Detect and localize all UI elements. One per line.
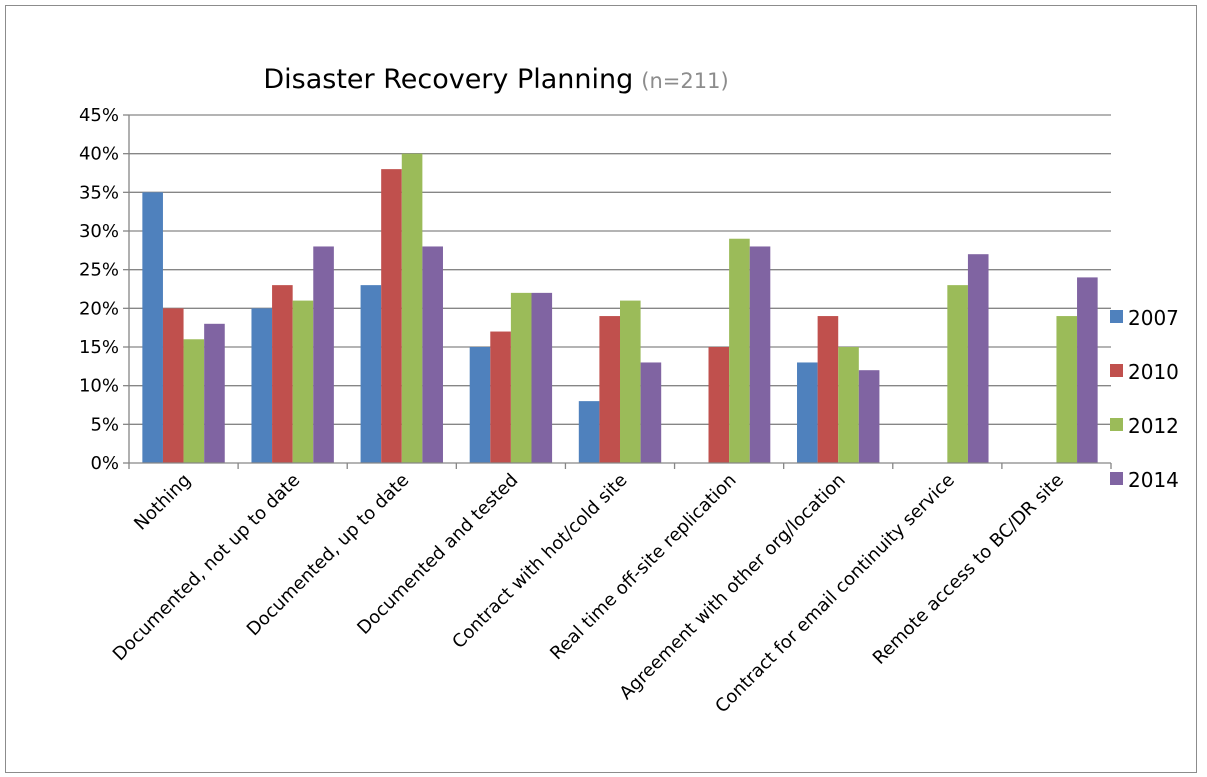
- legend-label-2007: 2007: [1128, 306, 1179, 330]
- bar-2007-1: [142, 192, 163, 464]
- bar-2014-8: [967, 254, 989, 463]
- chart-title-text: Disaster Recovery Planning: [263, 64, 633, 95]
- y-tick-label: 20%: [79, 298, 119, 319]
- chart-subtitle: (n=211): [641, 69, 728, 93]
- bar-2014-9: [1077, 277, 1098, 463]
- y-tick-label: 40%: [79, 144, 119, 165]
- x-category-label: Contract for email continuity service: [711, 470, 959, 718]
- x-category-label: Real time off-site replication: [546, 470, 740, 664]
- bar-2010-3: [381, 169, 402, 463]
- y-tick-label: 10%: [79, 376, 119, 397]
- legend-label-2010: 2010: [1128, 360, 1179, 384]
- legend-swatch-2010: [1110, 364, 1123, 377]
- bar-2007-4: [469, 347, 491, 463]
- bar-2010-1: [162, 308, 184, 463]
- bar-2007-3: [360, 285, 382, 463]
- legend-label-2012: 2012: [1128, 414, 1179, 438]
- bar-2012-3: [401, 153, 423, 463]
- x-category-label: Contract with hot/cold site: [448, 470, 631, 653]
- bar-2014-7: [858, 370, 880, 463]
- chart-area: Disaster Recovery Planning (n=211) 0% 5% 10…: [5, 5, 1197, 773]
- bar-2012-9: [1056, 316, 1078, 463]
- bar-2014-5: [640, 362, 662, 463]
- bar-2010-7: [817, 316, 839, 463]
- x-category-label: Nothing: [130, 470, 195, 535]
- y-tick-label: 30%: [79, 221, 119, 242]
- legend: 2007 2010 2012 2014: [1110, 306, 1179, 492]
- bar-2010-4: [490, 331, 511, 463]
- bar-2012-4: [510, 292, 532, 463]
- bar-2012-2: [292, 300, 314, 463]
- chart-title: Disaster Recovery Planning (n=211): [263, 64, 728, 95]
- bar-2007-7: [797, 362, 818, 463]
- bar-2012-7: [838, 347, 859, 463]
- bar-2014-4: [531, 292, 553, 463]
- bar-2014-1: [204, 323, 225, 463]
- bar-2010-5: [599, 316, 620, 463]
- x-category-label: Agreement with other org/location: [616, 470, 850, 704]
- axes: [128, 115, 1112, 469]
- legend-swatch-2014: [1110, 472, 1123, 485]
- bar-2007-2: [251, 308, 273, 463]
- y-tick-label: 5%: [90, 414, 119, 435]
- bar-chart: Disaster Recovery Planning (n=211) 0% 5% 10…: [79, 64, 1179, 718]
- legend-swatch-2007: [1110, 310, 1123, 323]
- y-tick-label: 45%: [79, 105, 119, 126]
- bars: [142, 153, 1098, 464]
- legend-label-2014: 2014: [1128, 468, 1179, 492]
- bar-2012-6: [729, 238, 750, 463]
- bar-2007-5: [578, 401, 600, 463]
- y-tick-label: 35%: [79, 182, 119, 203]
- bar-2014-6: [749, 246, 771, 463]
- x-category-label: Documented, not up to date: [109, 470, 304, 665]
- bar-2014-2: [313, 246, 334, 463]
- bar-2010-2: [272, 285, 293, 463]
- legend-swatch-2012: [1110, 418, 1123, 431]
- bar-2010-6: [708, 347, 730, 463]
- y-tick-label: 25%: [79, 260, 119, 281]
- bar-2012-8: [947, 285, 968, 463]
- bar-2012-5: [620, 300, 641, 463]
- x-category-label: Remote access to BC/DR site: [869, 470, 1068, 669]
- y-tick-label: 0%: [90, 453, 119, 474]
- bar-2012-1: [183, 339, 205, 463]
- bar-2014-3: [422, 246, 443, 463]
- y-tick-label: 15%: [79, 337, 119, 358]
- y-tick-labels: 0% 5% 10% 15% 20% 25% 30% 35% 40% 45%: [79, 105, 119, 474]
